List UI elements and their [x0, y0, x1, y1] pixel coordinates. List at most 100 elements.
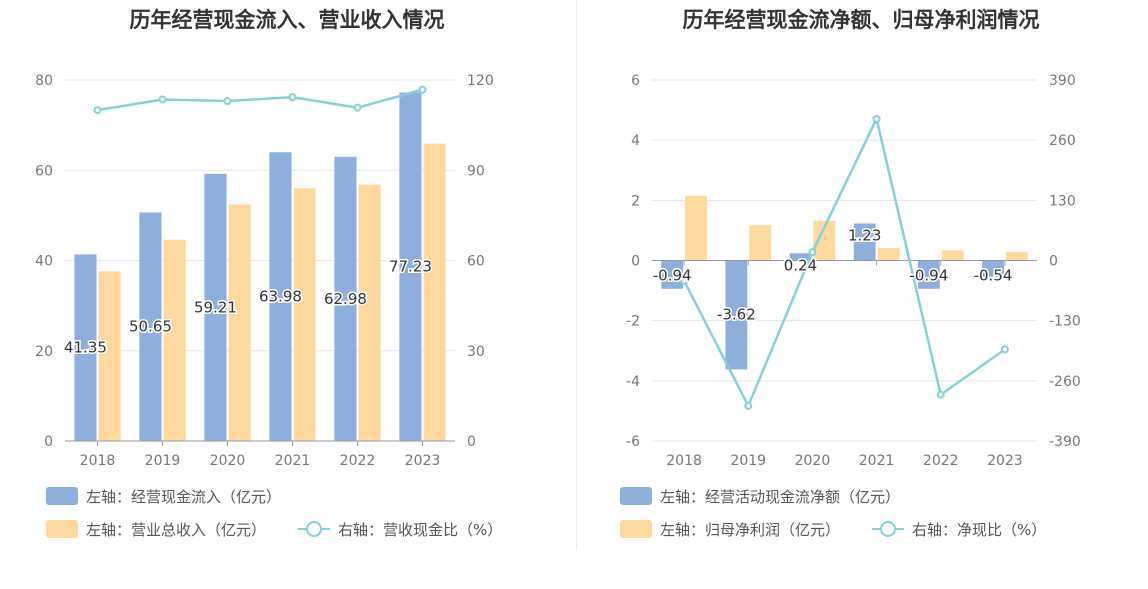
bar: [228, 204, 251, 441]
line-point: [93, 106, 102, 115]
bar-data-label: 59.21: [194, 298, 237, 316]
chart-panel-left: 历年经营现金流入、营业收入情况 0 0 20 30 40 60 60 90 80 120 2018 2…: [35, 8, 502, 539]
y-left-tick-label: 40: [35, 254, 53, 270]
bar: [749, 225, 772, 261]
line-point: [158, 95, 167, 104]
y-right-tick-label: 390: [1049, 73, 1076, 89]
x-tick-label: 2022: [923, 453, 959, 469]
bar-data-label: 41.35: [64, 339, 107, 357]
y-right-tick-label: -390: [1049, 434, 1081, 450]
bar: [941, 250, 964, 261]
bar: [204, 173, 227, 441]
line-series: [97, 88, 423, 112]
bar-data-label: 62.98: [324, 290, 367, 308]
bar: [423, 143, 446, 441]
legend-line-marker: [306, 521, 322, 537]
bar: [725, 260, 748, 370]
legend-label: 右轴：净现比（%）: [912, 521, 1046, 539]
bar: [1005, 252, 1028, 261]
y-left-tick-label: 0: [631, 254, 640, 270]
x-tick-label: 2021: [275, 453, 311, 469]
x-tick-label: 2020: [795, 453, 831, 469]
y-right-tick-label: 60: [467, 254, 485, 270]
x-tick-label: 2021: [859, 453, 895, 469]
bar-data-label: 0.24: [784, 256, 817, 274]
y-left-tick-label: 2: [631, 193, 640, 209]
bar: [661, 260, 684, 289]
bar: [877, 247, 900, 261]
bar-data-label: -0.94: [909, 267, 948, 285]
y-right-tick-label: 30: [467, 344, 485, 360]
y-left-tick-label: 6: [631, 73, 640, 89]
bar: [269, 152, 292, 441]
bar: [358, 184, 381, 441]
y-right-tick-label: -260: [1049, 374, 1081, 390]
bar: [139, 212, 162, 441]
bar-data-label: -3.62: [717, 305, 756, 323]
x-tick-label: 2019: [730, 453, 766, 469]
legend-line-marker: [880, 521, 896, 537]
bar-data-label: 1.23: [848, 226, 881, 244]
legend-label: 右轴：营收现金比（%）: [338, 521, 502, 539]
legend-swatch: [46, 520, 78, 538]
chart-right-svg: -6 -390 -4 -260 -2 -130 0 0 2 130 4 260 6 390 2018 2019…: [620, 73, 1081, 539]
y-left-tick-label: 80: [35, 73, 53, 89]
bar: [917, 260, 940, 289]
y-right-tick-label: 90: [467, 163, 485, 179]
legend-label: 左轴：营业总收入（亿元）: [86, 521, 266, 539]
bar: [74, 254, 97, 441]
bar-data-label: 63.98: [259, 288, 302, 306]
bar: [163, 239, 186, 441]
x-tick-label: 2019: [145, 453, 181, 469]
y-right-tick-label: 130: [1049, 193, 1076, 209]
y-right-tick-label: -130: [1049, 314, 1081, 330]
line-point: [1000, 345, 1009, 354]
line-point: [288, 93, 297, 102]
y-left-tick-label: -6: [626, 434, 640, 450]
bar: [685, 195, 707, 261]
y-left-tick-label: 0: [44, 434, 53, 450]
chart-title-right: 历年经营现金流净额、归母净利润情况: [682, 8, 1040, 32]
x-tick-label: 2023: [987, 453, 1023, 469]
bar: [853, 223, 876, 261]
y-left-tick-label: 60: [35, 163, 53, 179]
bar: [982, 260, 1004, 277]
panel-divider: [576, 0, 577, 550]
chart-left-svg: 0 0 20 30 40 60 60 90 80 120 2018 2019 2020 2021 2022 2…: [35, 73, 502, 539]
bar-data-label: 77.23: [389, 258, 432, 276]
bar-data-label: 50.65: [129, 318, 172, 336]
y-right-tick-label: 260: [1049, 133, 1076, 149]
chart-title-left: 历年经营现金流入、营业收入情况: [129, 8, 445, 32]
line-point: [418, 85, 427, 94]
bar: [813, 220, 836, 261]
bar: [98, 271, 121, 441]
legend-swatch: [620, 487, 652, 505]
line-point: [872, 114, 881, 123]
y-right-tick-label: 0: [467, 434, 476, 450]
x-tick-label: 2018: [80, 453, 116, 469]
bar: [789, 253, 812, 261]
x-tick-label: 2018: [666, 453, 702, 469]
bar: [293, 188, 316, 441]
legend-label: 左轴：经营活动现金流净额（亿元）: [660, 488, 900, 506]
x-tick-label: 2023: [405, 453, 441, 469]
line-point: [808, 248, 817, 257]
y-right-tick-label: 0: [1049, 254, 1058, 270]
y-left-tick-label: -2: [626, 314, 640, 330]
legend-label: 左轴：归母净利润（亿元）: [660, 521, 840, 539]
line-point: [680, 276, 689, 285]
line-point: [744, 401, 753, 410]
legend-swatch: [46, 487, 78, 505]
bar-data-label: -0.94: [653, 267, 692, 285]
chart-panel-right: 历年经营现金流净额、归母净利润情况 -6 -390 -4 -260 -2 -130 0 0 2 1…: [574, 0, 1148, 589]
line-point: [936, 390, 945, 399]
y-right-tick-label: 120: [467, 73, 494, 89]
bar: [399, 92, 422, 441]
x-tick-label: 2020: [210, 453, 246, 469]
line-series: [682, 115, 1006, 409]
y-left-tick-label: 4: [631, 133, 640, 149]
legend-label: 左轴：经营现金流入（亿元）: [86, 488, 281, 506]
line-point: [353, 103, 362, 112]
x-tick-label: 2022: [340, 453, 376, 469]
line-point: [223, 97, 232, 106]
